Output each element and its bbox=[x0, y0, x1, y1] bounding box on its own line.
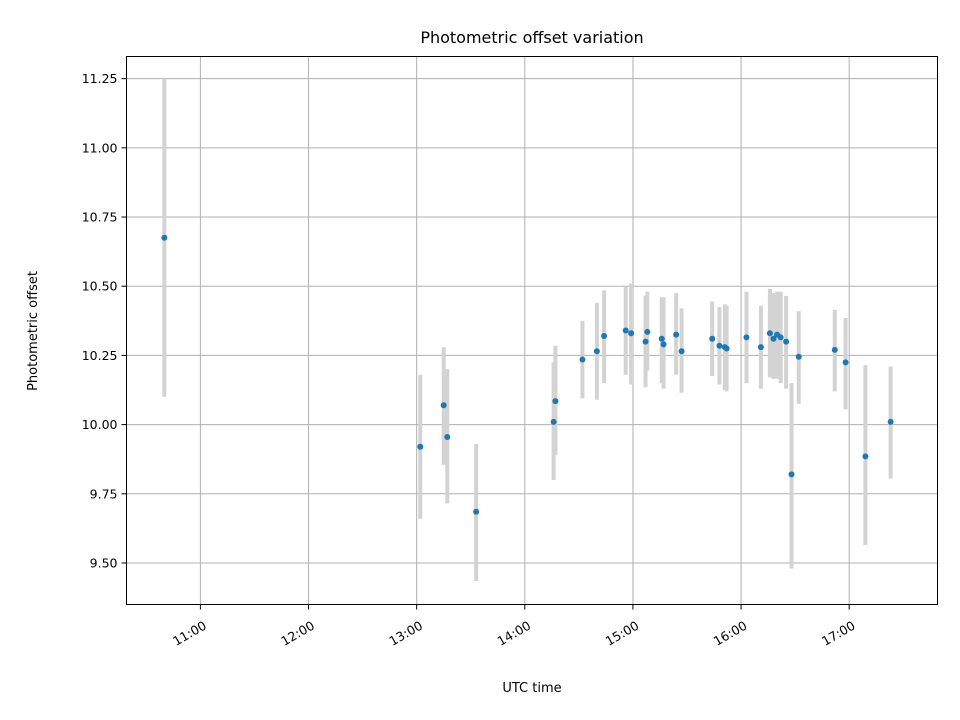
y-tick-label: 9.75 bbox=[90, 486, 118, 501]
data-point bbox=[552, 398, 559, 405]
data-point bbox=[842, 359, 849, 366]
data-point bbox=[678, 348, 685, 355]
data-point bbox=[473, 508, 480, 515]
y-tick-label: 11.25 bbox=[82, 71, 118, 86]
data-point bbox=[658, 335, 665, 342]
x-axis-label: UTC time bbox=[502, 681, 561, 696]
data-point bbox=[777, 334, 784, 341]
data-point bbox=[444, 434, 451, 441]
data-point bbox=[716, 342, 723, 349]
data-points bbox=[161, 234, 894, 515]
data-point bbox=[788, 471, 795, 478]
y-axis-label: Photometric offset bbox=[26, 271, 41, 391]
data-point bbox=[831, 346, 838, 353]
data-point bbox=[601, 333, 608, 340]
data-point bbox=[550, 418, 557, 425]
data-point bbox=[862, 453, 869, 460]
plot-frame bbox=[126, 56, 938, 605]
data-point bbox=[673, 331, 680, 338]
y-axis-ticks: 9.50 9.75 10.00 10.25 10.50 10.75 11.00 11.25 bbox=[82, 71, 127, 570]
data-point bbox=[579, 356, 586, 363]
data-point bbox=[440, 402, 447, 409]
data-point bbox=[757, 344, 764, 351]
data-point bbox=[593, 348, 600, 355]
data-point bbox=[660, 341, 667, 348]
data-point bbox=[161, 234, 168, 241]
data-point bbox=[642, 338, 649, 345]
y-tick-label: 11.00 bbox=[82, 140, 118, 155]
data-point bbox=[770, 335, 777, 342]
data-point bbox=[709, 335, 716, 342]
chart-title: Photometric offset variation bbox=[420, 28, 643, 47]
y-tick-label: 10.25 bbox=[82, 348, 118, 363]
data-point bbox=[723, 345, 730, 352]
data-point bbox=[795, 353, 802, 360]
data-point bbox=[644, 328, 651, 335]
data-point bbox=[766, 330, 773, 337]
data-point bbox=[628, 330, 635, 337]
y-tick-label: 9.50 bbox=[90, 555, 118, 570]
data-point bbox=[887, 418, 894, 425]
y-tick-label: 10.00 bbox=[82, 417, 118, 432]
y-tick-label: 10.50 bbox=[82, 279, 118, 294]
data-point bbox=[622, 327, 629, 334]
data-point bbox=[743, 334, 750, 341]
data-point bbox=[783, 338, 790, 345]
data-point bbox=[417, 443, 424, 450]
y-tick-label: 10.75 bbox=[82, 210, 118, 225]
